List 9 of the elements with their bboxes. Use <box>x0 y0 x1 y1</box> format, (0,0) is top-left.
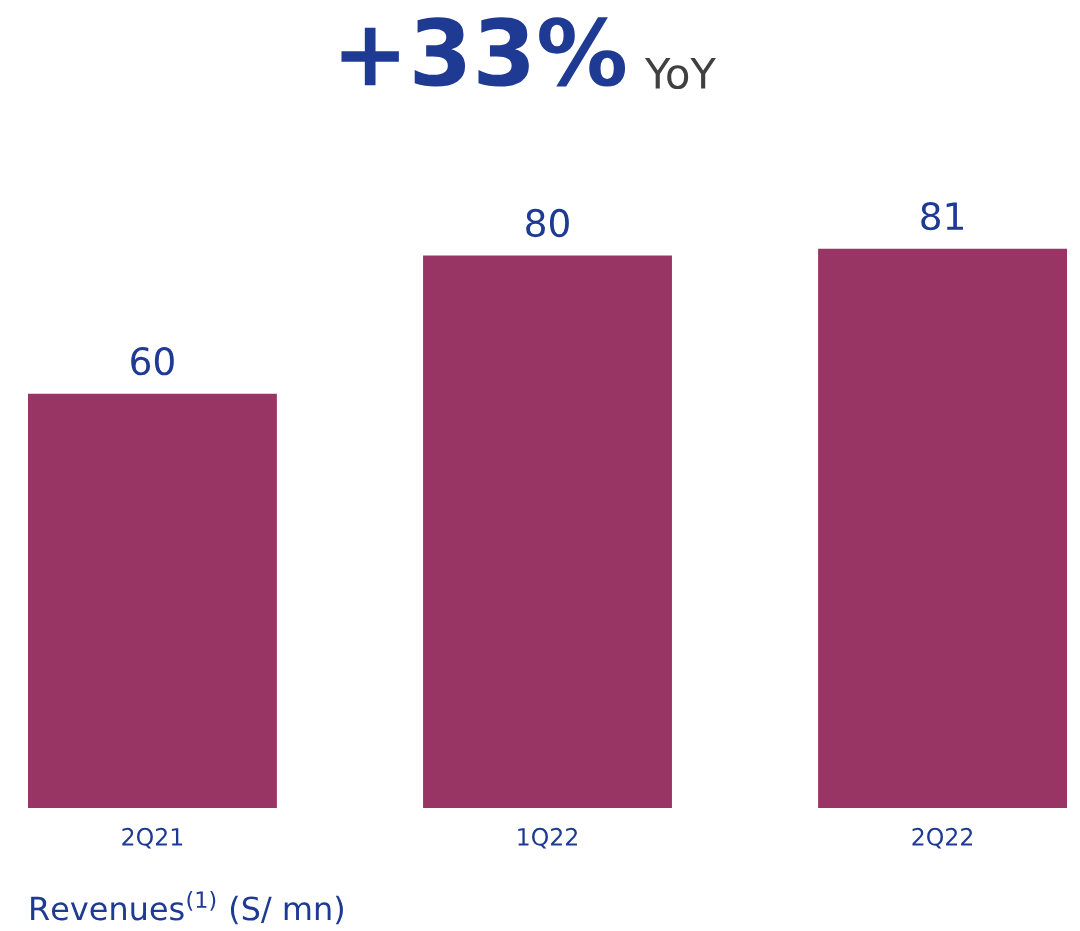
data-label: 60 <box>131 346 174 376</box>
chart-title: +33% <box>341 17 626 87</box>
x-tick-label: 1Q22 <box>518 827 577 849</box>
data-label: 81 <box>921 201 963 231</box>
x-axis-title: Revenues$^{(1)}$ (S/ mn) <box>31 890 343 925</box>
x-tick-label: 2Q22 <box>912 827 973 849</box>
chart-subtitle: YoY <box>644 58 716 90</box>
data-label: 80 <box>526 208 569 238</box>
x-tick-label: 2Q21 <box>122 827 183 849</box>
